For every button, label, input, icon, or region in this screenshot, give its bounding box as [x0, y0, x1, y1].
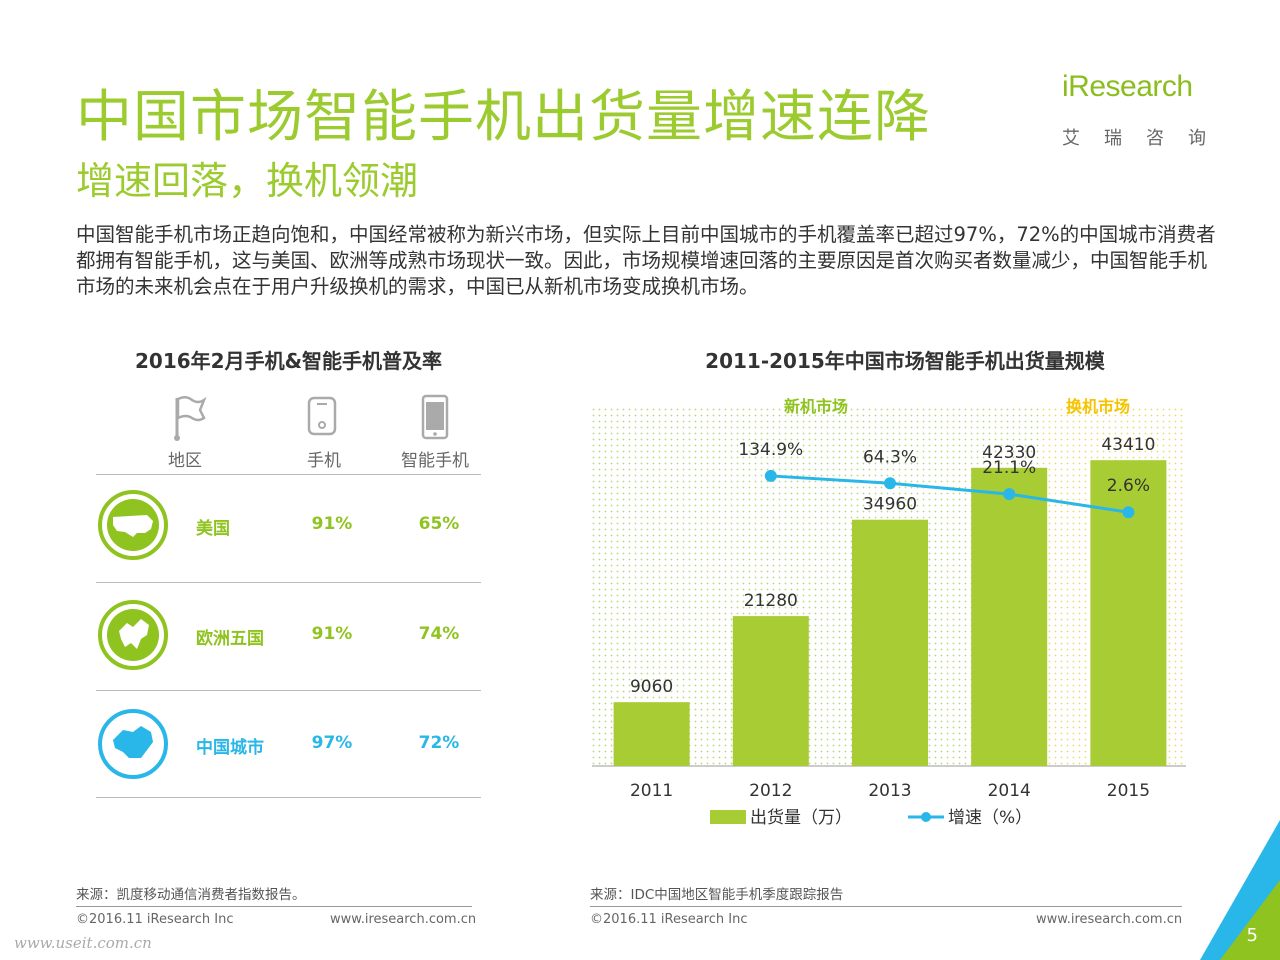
x-tick-label: 2013	[868, 781, 911, 801]
annotation-replacement-market: 换机市场	[1066, 397, 1130, 416]
growth-value-label: 2.6%	[1107, 476, 1150, 496]
growth-value-label: 21.1%	[982, 458, 1036, 478]
usa-map-icon	[98, 490, 168, 560]
bar-value-label: 42330	[982, 443, 1036, 463]
growth-value-label: 64.3%	[863, 447, 917, 467]
watermark: www.useit.com.cn	[14, 934, 152, 952]
divider	[96, 474, 481, 475]
left-copyright: ©2016.11 iResearch Inc	[76, 912, 234, 927]
row-smartphone-rate: 72%	[418, 733, 460, 753]
x-tick-label: 2011	[630, 781, 673, 801]
growth-point	[1003, 488, 1016, 501]
divider	[96, 582, 481, 583]
legend-label-growth: 增速（%）	[948, 808, 1032, 828]
page-title: 中国市场智能手机出货量增速连降	[76, 85, 931, 150]
growth-line	[770, 474, 1129, 514]
x-tick-label: 2014	[988, 781, 1031, 801]
smartphone-icon	[421, 394, 449, 440]
footer-divider	[76, 906, 472, 907]
legend-swatch-shipments	[710, 810, 746, 824]
x-tick-label: 2015	[1107, 781, 1150, 801]
legend-label-shipments: 出货量（万）	[750, 808, 852, 828]
row-smartphone-rate: 65%	[418, 514, 460, 534]
shipment-chart: 新机市场 换机市场 9060 21280 34960 42330 43410 134.9…	[592, 397, 1186, 828]
legend-marker-growth	[921, 812, 931, 822]
row-region: 欧洲五国	[196, 629, 264, 649]
europe-map-icon	[98, 600, 168, 670]
logo-banner	[1058, 68, 1214, 120]
right-website: www.iresearch.com.cn	[1036, 912, 1183, 927]
china-shape	[113, 726, 153, 758]
column-header-phone: 手机	[307, 451, 341, 471]
bar-value-label: 43410	[1101, 435, 1155, 455]
growth-point	[884, 477, 896, 490]
row-phone-rate: 91%	[311, 624, 353, 644]
x-tick-label: 2012	[749, 781, 792, 801]
page-subtitle: 增速回落，换机领潮	[76, 159, 419, 203]
iresearch-logo: iResearch 艾瑞咨询	[1058, 68, 1218, 149]
chart-title: 2011-2015年中国市场智能手机出货量规模	[705, 349, 1105, 373]
bar-2013	[852, 519, 928, 766]
bar-value-label: 21280	[744, 591, 798, 611]
china-map-icon	[98, 709, 168, 779]
bar-value-label: 9060	[630, 677, 673, 697]
logo-subtext: 艾瑞咨询	[1062, 128, 1230, 149]
bar-value-label: 34960	[863, 495, 917, 515]
divider	[96, 690, 481, 691]
bar-2015	[1090, 460, 1167, 766]
corner-decoration	[1200, 820, 1280, 960]
usa-shape	[113, 515, 153, 537]
bar-2011	[613, 702, 690, 766]
bar-2014	[971, 467, 1048, 766]
flag-icon	[174, 396, 207, 441]
row-phone-rate: 91%	[311, 514, 353, 534]
row-region: 中国城市	[196, 738, 264, 758]
growth-point	[1122, 506, 1135, 519]
right-copyright: ©2016.11 iResearch Inc	[590, 912, 748, 927]
row-phone-rate: 97%	[311, 733, 353, 753]
phone-icon	[307, 396, 337, 436]
column-header-smartphone: 智能手机	[401, 451, 469, 471]
logo-text: iResearch	[1062, 70, 1193, 103]
annotation-new-market: 新机市场	[784, 397, 848, 416]
growth-point	[764, 469, 777, 482]
left-panel-title: 2016年2月手机&智能手机普及率	[134, 349, 443, 373]
footer-divider	[590, 906, 1182, 907]
bar-2012	[732, 616, 809, 766]
left-source-note: 来源：凯度移动通信消费者指数报告。	[76, 887, 306, 903]
europe-shape	[119, 619, 149, 649]
growth-value-label: 134.9%	[738, 440, 803, 460]
row-smartphone-rate: 74%	[418, 624, 460, 644]
intro-paragraph: 中国智能手机市场正趋向饱和，中国经常被称为新兴市场，但实际上目前中国城市的手机覆…	[76, 223, 1216, 298]
page-number: 5	[1246, 925, 1258, 946]
right-source-note: 来源：IDC中国地区智能手机季度跟踪报告	[590, 887, 844, 903]
column-header-region: 地区	[168, 451, 202, 471]
row-region: 美国	[196, 519, 230, 539]
divider	[96, 797, 481, 798]
left-website: www.iresearch.com.cn	[330, 912, 477, 927]
